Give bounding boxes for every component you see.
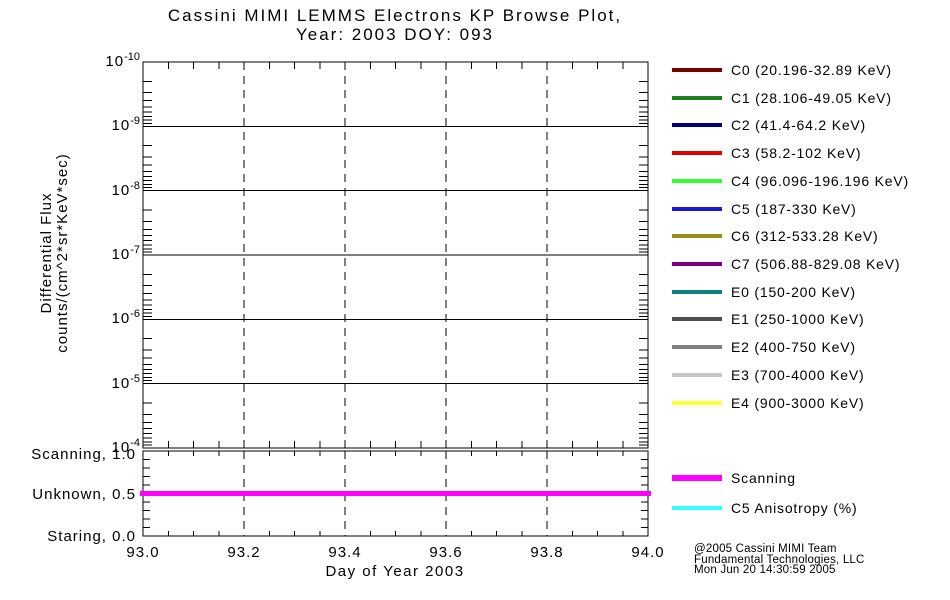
legend-item-c6: C6 (312-533.28 KeV) — [672, 227, 879, 245]
legend-item-c2: C2 (41.4-64.2 KeV) — [672, 116, 866, 134]
e3-line-swatch — [672, 373, 722, 377]
c7-line-swatch — [672, 262, 722, 266]
legend-item-e2: E2 (400-750 KeV) — [672, 338, 856, 356]
legend-item-e4: E4 (900-3000 KeV) — [672, 394, 864, 412]
x-tick-label: 94.0 — [631, 544, 665, 561]
legend-item-c4: C4 (96.096-196.196 KeV) — [672, 172, 909, 190]
y-axis-title-line2: counts/(cm^2*sr*KeV*sec) — [54, 153, 71, 353]
x-tick-label: 93.2 — [227, 544, 261, 561]
plot-title: Cassini MIMI LEMMS Electrons KP Browse P… — [95, 6, 695, 44]
copyright-line1: @2005 Cassini MIMI Team — [694, 543, 837, 555]
plot-title-line2: Year: 2003 DOY: 093 — [295, 25, 495, 44]
y-tick-exponent: -7 — [130, 244, 140, 256]
copyright-line2: Fundamental Technologies, LLC — [694, 553, 865, 566]
y-axis-title: Differential Flux counts/(cm^2*sr*KeV*se… — [38, 153, 71, 353]
y-tick-exponent: -6 — [130, 308, 140, 320]
copyright-line3: Mon Jun 20 14:30:59 2005 — [694, 564, 836, 576]
e1-line-swatch — [672, 317, 722, 321]
x-axis-title: Day of Year 2003 — [325, 563, 465, 580]
legend-item-c1: C1 (28.106-49.05 KeV) — [672, 89, 892, 107]
y-axis-title-line1: Differential Flux — [38, 192, 55, 314]
status-tick-staring: Staring, 0.0 — [47, 528, 136, 545]
status-tick-unknown: Unknown, 0.5 — [32, 486, 136, 503]
y-tick-exponent: -10 — [124, 51, 140, 63]
c5-line-swatch — [672, 207, 722, 211]
y-tick-label-1e-8: 10-8 — [111, 180, 140, 199]
legend-item-c5: C5 (187-330 KeV) — [672, 200, 857, 218]
y-tick-label-1e-5: 10-5 — [111, 373, 140, 392]
legend-item-e0: E0 (150-200 KeV) — [672, 283, 856, 301]
c1-line-swatch — [672, 96, 722, 100]
legend-item-scanning: Scanning — [672, 469, 796, 487]
legend-item-c5-anisotropy: C5 Anisotropy (%) — [672, 499, 857, 517]
y-tick-label-1e-6: 10-6 — [111, 308, 140, 327]
c4-line-swatch — [672, 179, 722, 183]
e0-line-swatch — [672, 290, 722, 294]
legend-item-e1: E1 (250-1000 KeV) — [672, 310, 864, 328]
status-tick-scanning: Scanning, 1.0 — [31, 446, 136, 463]
y-tick-label-1e-7: 10-7 — [111, 244, 140, 263]
y-tick-exponent: -9 — [130, 115, 140, 127]
copyright-block: @2005 Cassini MIMI Team Fundamental Tech… — [694, 544, 865, 576]
x-tick-label: 93.6 — [429, 544, 463, 561]
y-tick-exponent: -5 — [130, 373, 140, 385]
c3-line-swatch — [672, 151, 722, 155]
e4-line-swatch — [672, 401, 722, 405]
legend-item-c7: C7 (506.88-829.08 KeV) — [672, 255, 900, 273]
legend-item-c3: C3 (58.2-102 KeV) — [672, 144, 861, 162]
c2-line-swatch — [672, 123, 722, 127]
main-plot-area — [142, 61, 649, 449]
c6-line-swatch — [672, 234, 722, 238]
plot-title-line1: Cassini MIMI LEMMS Electrons KP Browse P… — [167, 6, 623, 25]
legend-item-c0: C0 (20.196-32.89 KeV) — [672, 61, 892, 79]
status-panel-area — [140, 450, 651, 537]
y-tick-exponent: -8 — [130, 180, 140, 192]
c5-anisotropy-line-swatch — [672, 506, 722, 510]
y-tick-label-1e-4: 10-4 — [111, 437, 140, 456]
x-tick-label: 93.8 — [530, 544, 564, 561]
x-tick-label: 93.4 — [328, 544, 362, 561]
scanning-line-swatch — [672, 475, 722, 481]
y-tick-label-1e-9: 10-9 — [111, 115, 140, 134]
legend-item-e3: E3 (700-4000 KeV) — [672, 366, 864, 384]
y-tick-exponent: -4 — [130, 437, 140, 449]
y-tick-label-1e-10: 10-10 — [105, 51, 140, 70]
c0-line-swatch — [672, 68, 722, 72]
x-tick-label: 93.0 — [126, 544, 160, 561]
e2-line-swatch — [672, 345, 722, 349]
